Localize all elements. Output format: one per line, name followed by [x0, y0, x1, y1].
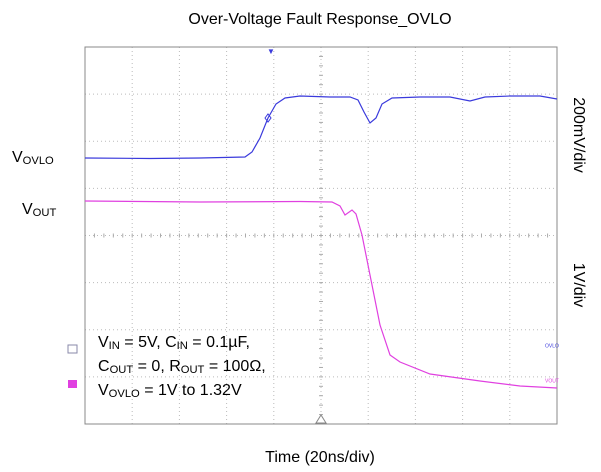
- subscript: IN: [177, 340, 188, 352]
- text-part: = 5V, C: [120, 334, 177, 351]
- rich-label: VOVLO = 1V to 1.32V: [98, 382, 242, 399]
- subscript: OUT: [33, 207, 57, 219]
- text-part: V: [12, 149, 23, 166]
- trigger-marker: ▼: [267, 47, 275, 56]
- scale-label: 1V/div: [570, 263, 587, 307]
- text-part: V: [98, 334, 109, 351]
- subscript: OUT: [181, 364, 205, 376]
- text-part: C: [98, 358, 110, 375]
- plot-frame: [84, 46, 558, 425]
- rich-label: VOUT: [22, 201, 56, 218]
- rich-label: COUT = 0, ROUT = 100Ω,: [98, 358, 266, 375]
- text-part: = 0, R: [133, 358, 181, 375]
- rich-label: VIN = 5V, CIN = 0.1µF,: [98, 334, 250, 351]
- text-part: V: [98, 382, 109, 399]
- scale-label: 200mV/div: [570, 97, 587, 173]
- text-part: = 1V to 1.32V: [140, 382, 242, 399]
- chart-title: Over-Voltage Fault Response_OVLO: [188, 11, 451, 28]
- text-part: V: [22, 201, 33, 218]
- subscript: OUT: [110, 364, 134, 376]
- text-part: = 100Ω,: [204, 358, 265, 375]
- subscript: OVLO: [109, 388, 140, 400]
- x-axis-label: Time (20ns/div): [265, 449, 375, 466]
- trace-ovlo: [84, 95, 558, 160]
- trace-vout: [84, 200, 558, 389]
- subscript: IN: [109, 340, 120, 352]
- marker: [264, 113, 272, 123]
- channel-2-marker: [68, 380, 77, 388]
- channel-1-marker: [67, 344, 78, 354]
- text-part: = 0.1µF,: [188, 334, 250, 351]
- rich-label: VOVLO: [12, 149, 54, 166]
- channel-tag: VOUT: [545, 378, 559, 384]
- channel-tag: OVLO: [545, 343, 559, 349]
- subscript: OVLO: [23, 155, 54, 167]
- trigger-position: [315, 414, 327, 424]
- grid: [84, 46, 558, 425]
